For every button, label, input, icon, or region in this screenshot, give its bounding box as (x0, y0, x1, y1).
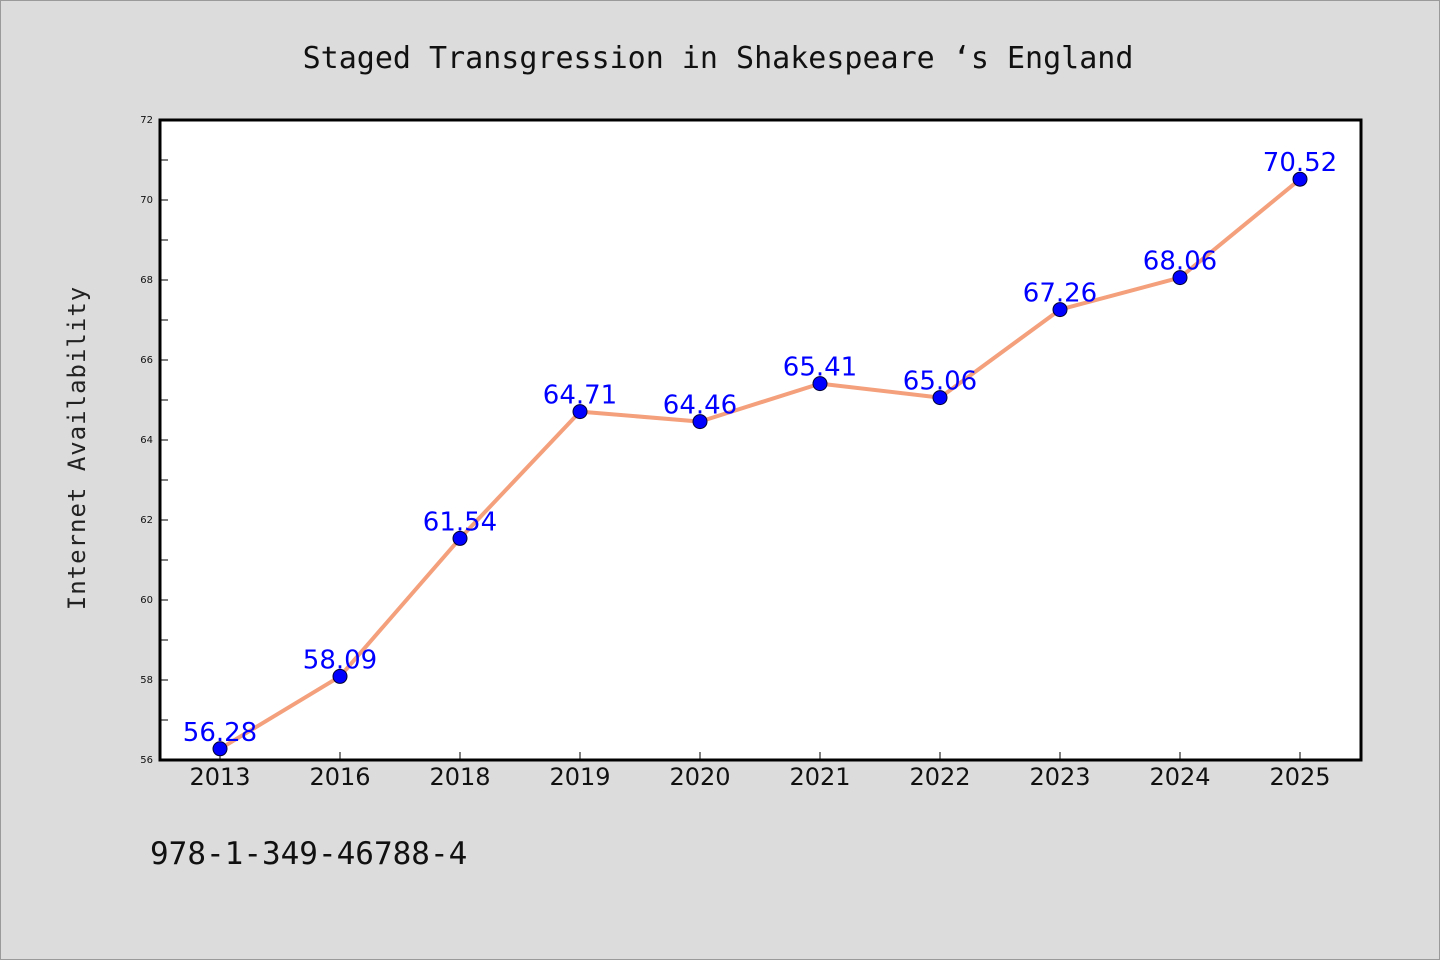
data-point-marker (812, 376, 828, 392)
x-tick-label: 2023 (1029, 763, 1090, 791)
y-tick-label: 70 (140, 195, 153, 206)
data-label: 64.46 (663, 391, 737, 421)
x-tick-label: 2025 (1269, 763, 1330, 791)
x-tick-label: 2020 (669, 763, 730, 791)
footer-isbn: 978-1-349-46788-4 (150, 836, 467, 872)
y-tick-label: 60 (140, 595, 153, 606)
x-tick-label: 2013 (189, 763, 250, 791)
data-point-marker (1172, 270, 1188, 286)
x-tick-label: 2024 (1149, 763, 1210, 791)
data-point-marker (452, 530, 468, 546)
y-tick-label: 72 (140, 115, 153, 126)
x-axis-ticks: 2013 2016 2018 2019 2020 2021 2022 2023 2024 2025 (189, 752, 1331, 791)
data-label: 58.09 (303, 645, 377, 675)
x-tick-label: 2021 (789, 763, 850, 791)
data-point-marker (1052, 302, 1068, 318)
y-axis-label: Internet Availability (63, 286, 91, 610)
x-tick-label: 2019 (549, 763, 610, 791)
y-tick-label: 66 (140, 355, 153, 366)
data-markers-group (212, 171, 1308, 757)
chart-title: Staged Transgression in Shakespeare ‘s E… (303, 41, 1134, 76)
y-axis-ticks: 56 58 60 62 64 66 68 70 72 (140, 115, 168, 766)
data-label: 64.71 (543, 381, 617, 411)
data-labels-group: 56.28 58.09 61.54 64.71 64.46 65.41 65.06 67.26… (183, 148, 1337, 748)
y-tick-label: 68 (140, 275, 153, 286)
x-tick-label: 2022 (909, 763, 970, 791)
x-tick-label: 2016 (309, 763, 370, 791)
data-point-marker (332, 668, 348, 684)
data-point-marker (572, 404, 588, 420)
data-point-marker (932, 390, 948, 406)
data-label: 67.26 (1023, 279, 1097, 309)
y-tick-label: 58 (140, 675, 153, 686)
y-tick-label: 64 (140, 435, 153, 446)
data-label: 65.06 (903, 367, 977, 397)
series-line-group (218, 177, 1302, 751)
series-line (218, 177, 1302, 751)
data-label: 65.41 (783, 353, 857, 383)
data-label: 68.06 (1143, 247, 1217, 277)
data-point-marker (692, 414, 708, 430)
data-point-marker (212, 741, 228, 757)
data-label: 70.52 (1263, 148, 1337, 178)
y-tick-label: 56 (140, 755, 153, 766)
data-point-marker (1292, 171, 1308, 187)
data-label: 56.28 (183, 718, 257, 748)
data-label: 61.54 (423, 507, 497, 537)
x-tick-label: 2018 (429, 763, 490, 791)
y-tick-label: 62 (140, 515, 153, 526)
